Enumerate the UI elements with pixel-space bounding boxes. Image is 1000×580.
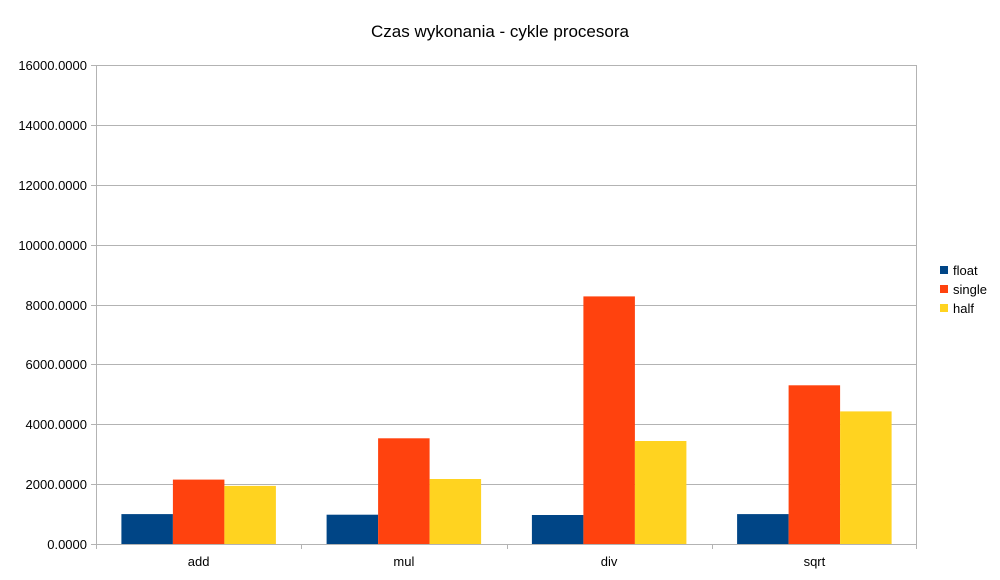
y-tick-label: 2000.0000 bbox=[26, 477, 87, 492]
legend-label-single: single bbox=[953, 282, 987, 297]
x-tick-label: sqrt bbox=[804, 554, 826, 569]
legend-swatch-half bbox=[940, 304, 948, 312]
axes bbox=[96, 65, 917, 549]
bar-float-mul bbox=[326, 514, 379, 544]
legend-swatch-float bbox=[940, 266, 948, 274]
chart-title: Czas wykonania - cykle procesora bbox=[371, 22, 629, 41]
bar-single-div bbox=[583, 296, 635, 544]
gridlines bbox=[91, 65, 917, 545]
y-tick-label: 14000.0000 bbox=[18, 118, 87, 133]
y-tick-label: 6000.0000 bbox=[26, 357, 87, 372]
x-axis-tick-labels: add mul div sqrt bbox=[188, 554, 826, 569]
bar-float-div bbox=[531, 515, 584, 544]
bar-half-mul bbox=[429, 479, 482, 544]
y-tick-label: 0.0000 bbox=[47, 537, 87, 552]
legend: float single half bbox=[940, 263, 987, 316]
legend-label-float: float bbox=[953, 263, 978, 278]
bar-half-sqrt bbox=[840, 411, 892, 544]
bar-single-sqrt bbox=[788, 385, 841, 544]
legend-swatch-single bbox=[940, 285, 948, 293]
y-tick-label: 16000.0000 bbox=[18, 58, 87, 73]
y-tick-label: 12000.0000 bbox=[18, 178, 87, 193]
bars bbox=[121, 296, 892, 544]
bar-float-add bbox=[121, 514, 173, 544]
x-tick-label: add bbox=[188, 554, 210, 569]
bar-float-sqrt bbox=[737, 514, 789, 544]
legend-label-half: half bbox=[953, 301, 974, 316]
x-tick-label: mul bbox=[393, 554, 414, 569]
x-tick-label: div bbox=[601, 554, 618, 569]
y-tick-label: 10000.0000 bbox=[18, 238, 87, 253]
y-axis-tick-labels: 0.0000 2000.0000 4000.0000 6000.0000 8000.00… bbox=[18, 58, 87, 552]
bar-half-add bbox=[224, 485, 276, 544]
bar-single-mul bbox=[378, 438, 430, 544]
y-tick-label: 4000.0000 bbox=[26, 417, 87, 432]
bar-half-div bbox=[634, 441, 687, 544]
y-tick-label: 8000.0000 bbox=[26, 298, 87, 313]
bar-single-add bbox=[172, 479, 225, 544]
